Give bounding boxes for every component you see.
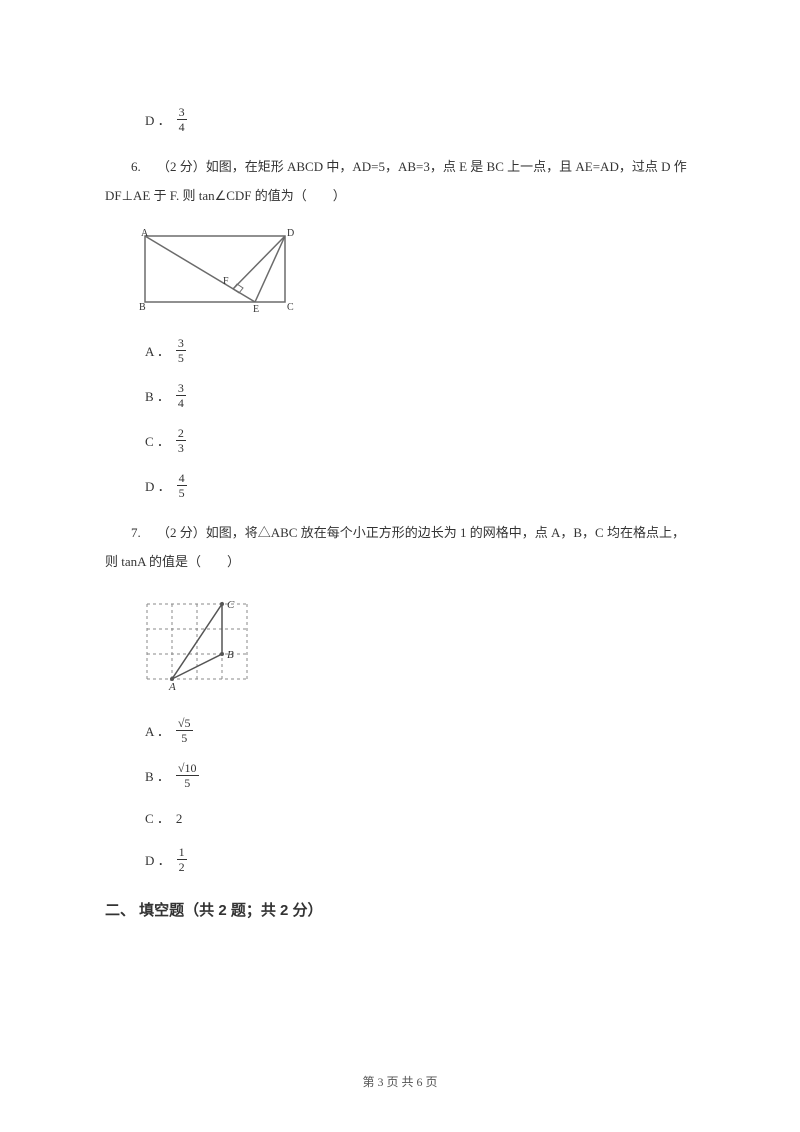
svg-text:A: A — [141, 228, 149, 239]
svg-text:B: B — [139, 302, 146, 313]
svg-text:B: B — [227, 649, 234, 661]
q7-text: 7. （2 分）如图，将△ABC 放在每个小正方形的边长为 1 的网格中，点 A… — [105, 519, 695, 576]
fraction: √5 5 — [176, 717, 193, 744]
fraction: 1 2 — [177, 846, 187, 873]
svg-text:F: F — [223, 276, 229, 287]
fraction: 3 4 — [177, 106, 187, 133]
fraction: 3 5 — [176, 337, 186, 364]
fraction: √10 5 — [176, 762, 199, 789]
q6-option-a: A ． 3 5 — [105, 339, 695, 366]
page-footer: 第 3 页 共 6 页 — [0, 1073, 800, 1090]
svg-text:E: E — [253, 304, 259, 314]
q6-text: 6. （2 分）如图，在矩形 ABCD 中，AD=5，AB=3，点 E 是 BC… — [105, 153, 695, 210]
q7-option-b: B ． √10 5 — [105, 764, 695, 791]
option-label: D ． — [145, 111, 171, 132]
fraction: 3 4 — [176, 382, 186, 409]
q6-option-c: C ． 2 3 — [105, 429, 695, 456]
page-content: D ． 3 4 6. （2 分）如图，在矩形 ABCD 中，AD=5，AB=3，… — [0, 0, 800, 963]
svg-text:A: A — [168, 681, 176, 693]
fraction: 4 5 — [177, 472, 187, 499]
svg-text:C: C — [227, 599, 235, 611]
q6-option-b: B ． 3 4 — [105, 384, 695, 411]
q7-option-a: A ． √5 5 — [105, 719, 695, 746]
q6-option-d: D ． 4 5 — [105, 474, 695, 501]
fraction: 2 3 — [176, 427, 186, 454]
svg-text:C: C — [287, 302, 294, 313]
section-2-header: 二、 填空题（共 2 题；共 2 分） — [105, 899, 695, 923]
q7-option-d: D ． 1 2 — [105, 848, 695, 875]
q7-option-c: C ． 2 — [105, 809, 695, 830]
q7-diagram: A B C — [137, 594, 695, 701]
q5-option-d: D ． 3 4 — [105, 108, 695, 135]
option-value: 2 — [176, 809, 183, 830]
svg-text:D: D — [287, 228, 294, 239]
q6-diagram: A D B C E F — [137, 228, 695, 321]
